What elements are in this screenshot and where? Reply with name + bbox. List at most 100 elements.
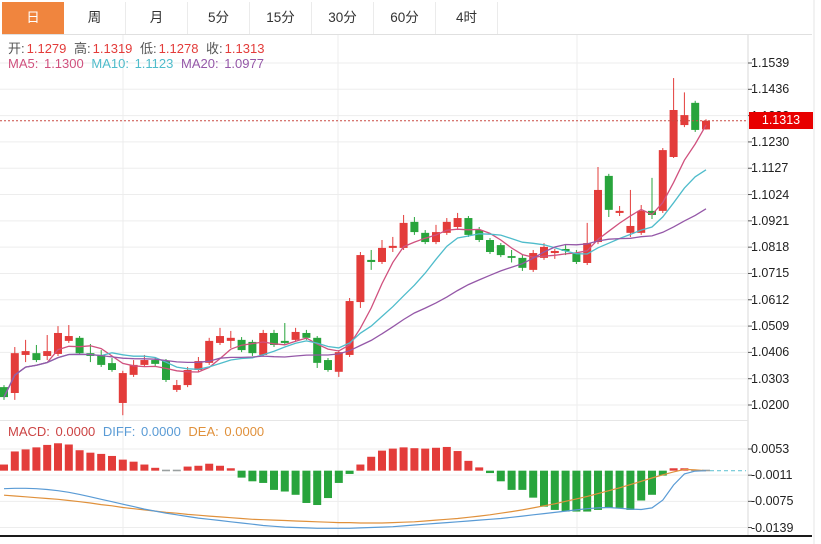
macd-bar (151, 467, 160, 471)
macd-bar (64, 444, 73, 471)
ma10-readout: MA10: 1.1123 (91, 56, 174, 71)
macd-bar (388, 448, 397, 471)
candle-body (205, 340, 214, 363)
macd-bar (291, 470, 300, 495)
candle-body (32, 353, 41, 361)
candle-body (118, 373, 127, 403)
macd-bar (378, 450, 386, 471)
macd-bar (280, 470, 289, 492)
ma10-line (3, 169, 707, 398)
axis-ticks (748, 62, 752, 528)
candle-body (475, 230, 484, 241)
current-price-tag: 1.1313 (749, 112, 813, 130)
macd-bar (324, 470, 332, 499)
candle-body (669, 109, 678, 157)
macd-bar (486, 470, 494, 474)
current-price-value: 1.1313 (761, 113, 801, 128)
macd-bar (140, 464, 149, 471)
macd-bar (237, 470, 246, 478)
dea-value-readout: DEA: 0.0000 (188, 424, 265, 439)
ma-readout: MA5: 1.1300 MA10: 1.1123 MA20: 1.0977 (8, 56, 268, 71)
price-axis-label: 1.0509 (751, 319, 790, 334)
tab-周[interactable]: 周 (64, 2, 126, 34)
candle-body (194, 361, 203, 371)
macd-bar (442, 446, 451, 471)
candle-body (550, 250, 559, 254)
price-axis-label: 1.0406 (751, 345, 790, 360)
candle-body (21, 351, 30, 355)
macd-bar (464, 460, 473, 471)
candle-body (486, 240, 494, 253)
candle-body (64, 336, 73, 341)
tab-日[interactable]: 日 (2, 2, 64, 34)
tab-15分[interactable]: 15分 (250, 2, 312, 34)
macd-bar (572, 470, 581, 512)
candle-body (172, 385, 181, 390)
dea-line (3, 468, 707, 524)
macd-bar (410, 448, 419, 471)
high-value: 1.1319 (92, 41, 133, 56)
macd-bar (97, 453, 106, 471)
candle-body (302, 332, 311, 338)
low-label: 低: (140, 41, 157, 56)
candle-body (615, 210, 624, 213)
price-axis-label: 1.0715 (751, 266, 790, 281)
candles (0, 78, 710, 416)
macd-bar (86, 452, 95, 471)
ma20-line (3, 208, 707, 398)
candle-body (313, 337, 322, 363)
macd-bar (270, 470, 278, 490)
candle-body (291, 331, 300, 340)
diff-value-readout: DIFF: 0.0000 (102, 424, 181, 439)
candle-body (637, 210, 646, 233)
candle-body (453, 218, 462, 227)
macd-bar (583, 470, 592, 512)
macd-bar (194, 465, 203, 471)
macd-bar (540, 470, 548, 507)
macd-axis-label: -0.0011 (751, 468, 793, 483)
candle-body (43, 351, 52, 356)
macd-bar (226, 468, 235, 471)
tab-30分[interactable]: 30分 (312, 2, 374, 34)
macd-bar (205, 463, 214, 471)
price-axis-label: 1.1436 (751, 82, 790, 97)
macd-bar (594, 470, 602, 510)
macd-bar (453, 451, 462, 471)
candle-body (507, 256, 516, 258)
macd-bar (604, 470, 613, 508)
macd-bar (399, 447, 408, 471)
macd-bar (302, 470, 311, 503)
candle-body (226, 337, 235, 341)
candle-body (399, 222, 408, 248)
tab-5分[interactable]: 5分 (188, 2, 250, 34)
candle-body (658, 150, 667, 211)
candle-body (54, 332, 62, 354)
price-axis-label: 1.0303 (751, 371, 790, 386)
macd-bar (216, 465, 224, 471)
tab-4时[interactable]: 4时 (436, 2, 498, 34)
candle-body (162, 361, 170, 380)
macd-bar (518, 470, 527, 490)
macd-bar (550, 470, 559, 510)
candle-body (378, 247, 386, 262)
open-value: 1.1279 (26, 41, 67, 56)
macd-bar (334, 470, 343, 483)
candle-body (280, 340, 289, 343)
macd-bar (626, 470, 635, 510)
macd-bar (432, 447, 440, 471)
macd-bar (475, 467, 484, 471)
price-axis-label: 1.0921 (751, 213, 790, 228)
price-axis-label: 1.0200 (751, 398, 790, 412)
candle-body (518, 257, 527, 268)
candle-body (259, 332, 268, 355)
macd-bar-flat (162, 469, 170, 472)
tab-60分[interactable]: 60分 (374, 2, 436, 34)
macd-bar (108, 455, 116, 471)
tab-月[interactable]: 月 (126, 2, 188, 34)
macd-bar (615, 470, 624, 508)
candle-body (410, 221, 419, 233)
tab-bar-filler (498, 2, 812, 34)
